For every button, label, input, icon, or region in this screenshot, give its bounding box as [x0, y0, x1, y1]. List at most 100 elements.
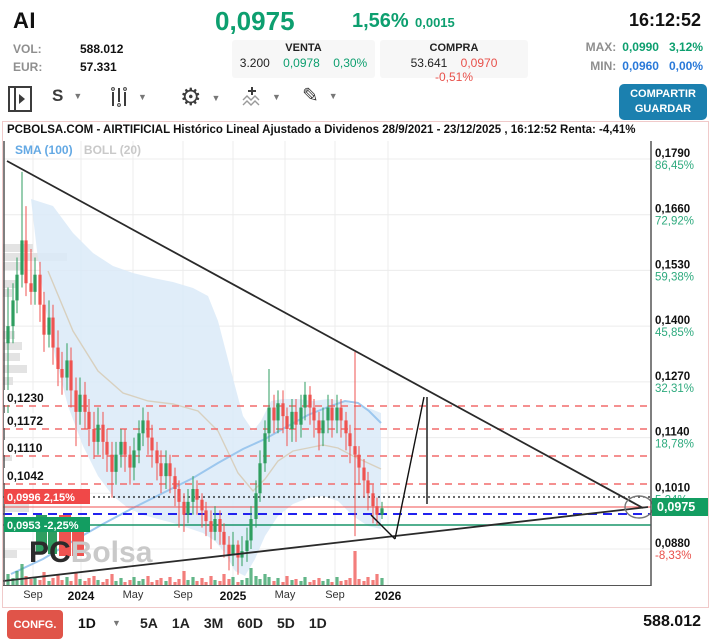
volume-bar: [240, 580, 244, 586]
volume-profile-bar: [3, 244, 33, 252]
volume-bar: [51, 578, 55, 586]
candle-body: [285, 416, 289, 429]
large-bar: [48, 527, 57, 554]
eur-value: 57.331: [80, 60, 117, 74]
volume-bar: [105, 579, 109, 586]
range-button-1d[interactable]: 1D: [308, 615, 327, 631]
range-button-60d[interactable]: 60D: [237, 615, 263, 631]
candle-body: [195, 488, 199, 500]
candle-body: [146, 420, 150, 438]
legend-sma[interactable]: SMA (100): [15, 143, 73, 157]
candle-body: [272, 407, 276, 421]
x-axis-labels: Sep 2024 May Sep 2025 May Sep 2026: [3, 586, 708, 607]
settings-button[interactable]: ⚙ ▼: [180, 86, 220, 110]
candles-layer: [6, 171, 384, 575]
volume-bar: [146, 576, 150, 586]
chevron-down-icon[interactable]: ▼: [112, 618, 121, 628]
volume-bar: [357, 579, 361, 586]
candlestick-icon: [111, 87, 127, 107]
candle-body: [119, 441, 123, 455]
last-price: 0,0975: [215, 6, 295, 36]
range-button-5a[interactable]: 5A: [140, 615, 158, 631]
config-button[interactable]: CONFG.: [7, 610, 63, 639]
legend-boll[interactable]: BOLL (20): [83, 143, 142, 157]
range-button-1a[interactable]: 1A: [171, 615, 190, 631]
volume-bar: [69, 581, 73, 586]
timeframe-list: 5A 1A 3M 60D 5D 1D: [140, 615, 341, 631]
candle-body: [60, 368, 64, 378]
descending-resistance[interactable]: [6, 160, 644, 509]
drawn-annotation-line[interactable]: [394, 396, 425, 540]
left-price-label: 0,1172: [7, 414, 43, 428]
volume-bar: [173, 582, 177, 586]
share-save-button[interactable]: COMPARTIR GUARDAR: [619, 84, 707, 120]
drawn-annotation-line[interactable]: [370, 514, 396, 540]
volume-bar: [272, 581, 276, 586]
range-button-3m[interactable]: 3M: [203, 615, 224, 631]
volume-bar: [137, 581, 141, 586]
candle-body: [33, 274, 37, 292]
chevron-down-icon[interactable]: ▼: [328, 91, 338, 101]
volume-bar: [204, 582, 208, 586]
candle-body: [353, 446, 357, 455]
compra-pct: -0,51%: [434, 70, 474, 84]
candle-body: [258, 463, 262, 494]
chevron-down-icon[interactable]: ▼: [211, 93, 221, 103]
candle-body: [348, 433, 352, 447]
vol-value-text: 588.012: [80, 42, 124, 56]
chevron-down-icon[interactable]: ▼: [272, 92, 281, 102]
series-style-button[interactable]: S ▼: [52, 86, 82, 106]
venta-price: 0,0978: [283, 56, 320, 70]
volume-profile-bar: [3, 504, 29, 512]
candle-body: [317, 420, 321, 434]
volume-bar: [114, 581, 118, 586]
volume-profile-bar: [3, 353, 20, 361]
candle-body: [51, 317, 55, 348]
plot-area[interactable]: 0,1230 0,1172 0,1110 0,1042 0,0996 2,15% 0,09…: [2, 141, 711, 586]
header-row-2: VOL: 588.012 EUR: 57.331 VENTA 3.200 0,0…: [0, 40, 711, 84]
candle-body: [141, 420, 145, 434]
right-axis-price: 0,1010: [655, 482, 690, 494]
chart-title: PCBOLSA.COM - AIRTIFICIAL Histórico Line…: [7, 124, 636, 136]
candle-body: [15, 274, 19, 301]
timeframe-current[interactable]: 1D: [78, 615, 96, 631]
chart-type-button[interactable]: ▼: [110, 86, 147, 108]
volume-bar: [380, 578, 384, 586]
chevron-down-icon[interactable]: ▼: [138, 92, 147, 102]
volume-bar: [213, 580, 217, 586]
candle-body: [164, 463, 168, 477]
max-price: 0,0990: [622, 40, 659, 54]
right-axis-price: 0,1790: [655, 148, 690, 160]
panel-toggle-button[interactable]: [8, 86, 32, 112]
chevron-down-icon[interactable]: ▼: [73, 91, 83, 101]
volume-bar: [74, 573, 78, 586]
volume-bar: [132, 577, 136, 586]
venta-quote-box: VENTA 3.200 0,0978 0,30%: [232, 40, 375, 78]
right-axis-price: 0,1530: [655, 259, 690, 271]
left-price-label-bg: [4, 390, 56, 405]
volume-bar: [321, 581, 325, 586]
draw-tools-button[interactable]: ✎ ▼: [302, 86, 338, 106]
current-price-badge: [652, 498, 711, 516]
x-axis-label: May: [274, 589, 296, 601]
add-indicator-button[interactable]: ▼: [242, 86, 281, 108]
volume-bar: [155, 580, 159, 586]
range-button-5d[interactable]: 5D: [276, 615, 295, 631]
min-label: MIN:: [590, 59, 617, 73]
volume-bar: [195, 581, 199, 586]
volume-bar: [339, 581, 343, 586]
ascending-support[interactable]: [2, 506, 649, 582]
right-axis-price: 0,1400: [655, 315, 690, 327]
candle-body: [213, 518, 217, 532]
max-min-panel: MAX: 0,0990 3,12% MIN: 0,0960 0,00%: [586, 40, 703, 78]
candle-body: [321, 420, 325, 434]
venta-header: VENTA: [285, 42, 322, 54]
pencil-icon: ✎: [302, 85, 319, 107]
candle-body: [173, 476, 177, 489]
right-axis-price: 0,0880: [655, 538, 690, 550]
compra-price: 0,0970: [460, 56, 498, 70]
candle-body: [294, 411, 298, 425]
price-chart-svg[interactable]: 0,1230 0,1172 0,1110 0,1042 0,0996 2,15% 0,09…: [2, 141, 711, 586]
candle-body: [137, 433, 141, 451]
candle-body: [168, 463, 172, 477]
